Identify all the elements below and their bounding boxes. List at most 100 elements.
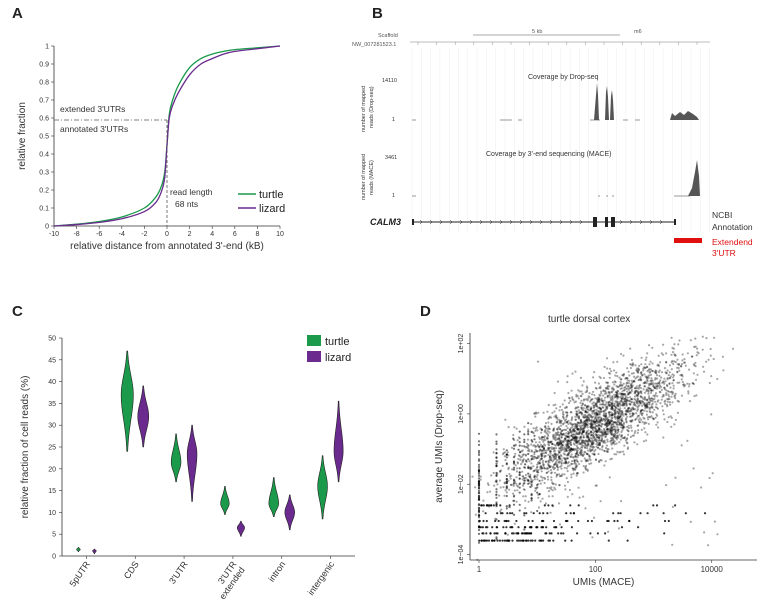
scatter-point (576, 424, 579, 427)
scatter-point (620, 397, 624, 400)
scatter-point (577, 432, 581, 435)
scatter-point (586, 424, 589, 427)
scatter-point (648, 408, 651, 411)
scatter-point (533, 438, 536, 441)
scatter-point (555, 416, 558, 419)
scatter-point (648, 382, 651, 385)
track2-min: 1 (392, 193, 395, 199)
scatter-point (519, 458, 522, 461)
scatter-point (627, 381, 630, 385)
scatter-point (527, 472, 530, 475)
scatter-point (575, 433, 579, 436)
scatter-point (624, 377, 627, 380)
scatter-point (617, 415, 620, 418)
scatter-point (566, 453, 569, 456)
scatter-point (599, 385, 602, 388)
scatter-point (495, 456, 498, 459)
scatter-point (669, 391, 673, 394)
scatter-point (560, 532, 563, 535)
scatter-point (605, 432, 608, 436)
scatter-point (567, 446, 571, 449)
scatter-point (631, 419, 634, 422)
scatter-point (641, 414, 644, 417)
scatter-point (602, 410, 605, 413)
scatter-point (623, 393, 626, 396)
scatter-point (533, 412, 536, 415)
scatter-point (548, 456, 551, 459)
scatter-point (590, 462, 593, 465)
scatter-point (554, 436, 557, 439)
y-tick-label: 1e+02 (458, 334, 465, 354)
scatter-point (606, 447, 609, 451)
scatter-point (554, 431, 558, 435)
scatter-point (603, 464, 606, 467)
scatter-point (558, 436, 561, 439)
scatter-point (528, 460, 531, 463)
scatter-point (665, 384, 669, 387)
scatter-point (624, 413, 627, 416)
scatter-point (479, 478, 482, 481)
scatter-point (505, 494, 508, 498)
track2-coverage (412, 160, 700, 197)
scatter-point (578, 390, 581, 393)
scatter-point (541, 461, 544, 464)
scatter-point (633, 390, 637, 393)
scatter-point (607, 519, 610, 523)
scatter-point (549, 511, 552, 514)
scatter-point (649, 411, 652, 414)
scatter-point (512, 444, 516, 447)
scatter-point (577, 454, 580, 457)
scatter-point (590, 420, 593, 423)
scatter-point (588, 419, 591, 422)
scatter-point (562, 452, 565, 455)
scatter-point (544, 422, 548, 425)
strand-arrow (419, 219, 423, 225)
scatter-point (568, 449, 571, 452)
scatter-point (607, 391, 610, 394)
scatter-point (575, 452, 579, 455)
scatter-point (575, 452, 578, 455)
scatter-point (610, 429, 613, 432)
scatter-point (581, 427, 584, 430)
scatter-point (683, 361, 686, 364)
scatter-point (647, 344, 651, 347)
scatter-point (591, 442, 594, 445)
scatter-point (665, 372, 668, 375)
scatter-point (643, 373, 646, 376)
scatter-point (660, 398, 663, 401)
scatter-point (589, 444, 592, 447)
scatter-point (495, 503, 498, 506)
x-tick-label-line: CDS (122, 559, 141, 580)
scatter-point (628, 412, 632, 415)
scatter-point (584, 415, 588, 418)
scatter-point (667, 416, 670, 419)
scatter-point (477, 487, 481, 490)
scatter-point (578, 431, 581, 434)
scatter-point (595, 419, 598, 422)
panel-a: A -10 -8 -6 -4 -2 0 2 4 6 8 1000.10.20.30.40.50.60… (12, 5, 285, 252)
scatter-point (569, 399, 572, 403)
scatter-point (656, 407, 660, 410)
scatter-point (547, 478, 550, 481)
scatter-point (571, 397, 574, 400)
scatter-point (619, 422, 622, 425)
scatter-point (579, 451, 582, 454)
scatter-point (573, 459, 576, 462)
scatter-point (640, 356, 643, 359)
scatter-point (697, 352, 700, 355)
scatter-point (591, 443, 595, 446)
x-tick-label: CDS (122, 559, 141, 580)
scatter-point (620, 403, 624, 406)
scatter-point (594, 420, 597, 423)
scatter-point (536, 491, 539, 494)
scatter-point (567, 452, 570, 455)
scatter-point (552, 505, 555, 508)
scatter-point (636, 416, 639, 419)
scatter-point (614, 411, 617, 414)
scatter-point (596, 398, 599, 401)
scatter-point (512, 468, 516, 471)
scatter-point (668, 364, 672, 367)
scatter-point (621, 374, 624, 377)
exon-4 (611, 217, 615, 227)
